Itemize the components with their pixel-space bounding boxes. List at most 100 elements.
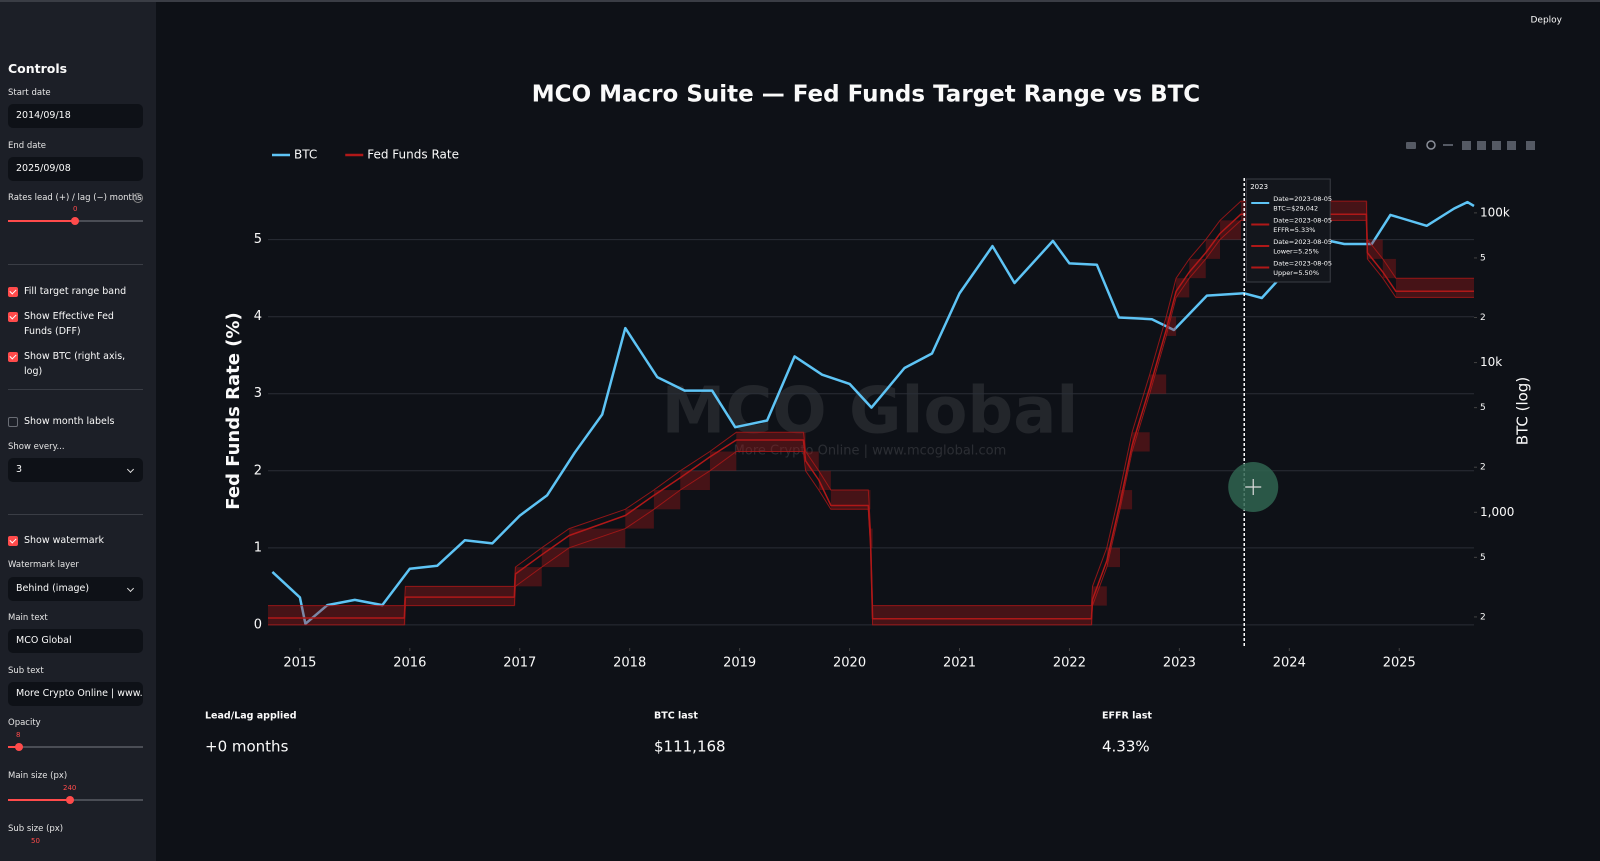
sidebar-title: Controls [8, 61, 68, 76]
target-band [830, 490, 869, 510]
modebar-icon[interactable] [1426, 140, 1436, 150]
checkbox[interactable] [8, 312, 18, 322]
slider[interactable] [8, 796, 143, 804]
x-tick-label: 2017 [503, 656, 536, 671]
y2-tick-label: 5 [1480, 553, 1486, 563]
x-tick-label: 2022 [1053, 656, 1086, 671]
checkbox-label: Show watermark [24, 535, 105, 546]
separator [8, 264, 143, 265]
date-input[interactable]: 2014/09/18 [8, 104, 143, 128]
field-label: Sub size (px) [8, 824, 64, 834]
field-label: Watermark layer [8, 560, 79, 570]
target-band [870, 528, 873, 548]
field-label: Start date [8, 88, 51, 98]
y-tick-label: 3 [254, 386, 262, 401]
y-tick-label: 2 [254, 463, 262, 478]
target-band [1092, 586, 1107, 606]
y2-axis-title: BTC (log) [1514, 377, 1532, 445]
separator [8, 389, 143, 390]
y-axis-title: Fed Funds Rate (%) [223, 312, 244, 509]
checkbox[interactable] [8, 287, 18, 297]
tooltip [1245, 178, 1331, 283]
text-input[interactable]: MCO Global [8, 629, 143, 653]
x-tick-label: 2025 [1383, 656, 1416, 671]
x-tick-label: 2016 [393, 656, 426, 671]
modebar-icon[interactable] [1492, 141, 1501, 150]
target-band [872, 605, 1092, 625]
select[interactable]: Behind (image) [8, 577, 143, 601]
slider[interactable] [8, 217, 143, 225]
target-band [1166, 316, 1177, 336]
tooltip-text: Date=2023-08-05 [1273, 238, 1332, 246]
x-tick-label: 2021 [943, 656, 976, 671]
x-tick-label: 2015 [283, 656, 316, 671]
tooltip-text: BTC=$29,042 [1273, 205, 1318, 213]
field-label: Main text [8, 613, 48, 623]
x-tick-label: 2019 [723, 656, 756, 671]
metric-value: +0 months [205, 738, 289, 756]
field-label: End date [8, 141, 47, 151]
slider-value: 50 [31, 837, 40, 845]
checkbox[interactable] [8, 536, 18, 546]
text-input[interactable]: More Crypto Online | www.mcoglobal.com [8, 682, 143, 706]
modebar-icon[interactable] [1526, 141, 1535, 150]
metric-value: 4.33% [1102, 738, 1150, 756]
y2-tick-label: 2 [1480, 313, 1486, 323]
y2-tick-label: 100k [1480, 205, 1510, 219]
tooltip-title: 2023 [1250, 183, 1268, 191]
target-band [268, 605, 405, 625]
modebar-icon[interactable] [1462, 141, 1471, 150]
target-band [1395, 278, 1474, 298]
y2-tick-label: 5 [1480, 253, 1486, 263]
date-input[interactable]: 2025/09/08 [8, 157, 143, 181]
checkbox[interactable] [8, 417, 18, 427]
tooltip-text: EFFR=5.33% [1273, 226, 1315, 234]
deploy-button[interactable]: Deploy [1530, 16, 1562, 26]
checkbox-label: Show month labels [24, 416, 115, 427]
modebar [1406, 140, 1535, 150]
modebar-icon[interactable] [1477, 141, 1486, 150]
legend-label: Fed Funds Rate [367, 148, 459, 162]
x-tick-label: 2023 [1163, 656, 1196, 671]
tooltip-text: Upper=5.50% [1273, 269, 1319, 277]
modebar-icon[interactable] [1443, 144, 1453, 146]
checkbox-label: Fill target range band [24, 286, 127, 297]
modebar-icon[interactable] [1507, 141, 1516, 150]
help-icon[interactable]: ? [133, 193, 143, 203]
field-label: Rates lead (+) / lag (−) months [8, 193, 142, 203]
y2-tick-label: 1,000 [1480, 505, 1514, 519]
field-label: Opacity [8, 718, 41, 728]
y2-tick-label: 5 [1480, 403, 1486, 413]
slider-value: 240 [63, 784, 77, 792]
y-tick-label: 5 [254, 232, 262, 247]
modebar-icon[interactable] [1406, 142, 1416, 149]
tooltip-text: Date=2023-08-05 [1273, 260, 1332, 268]
slider-value: 0 [73, 205, 78, 213]
checkbox-label: Show Effective Fed Funds (DFF) [24, 311, 114, 337]
target-band [405, 586, 515, 606]
slider[interactable] [8, 743, 143, 751]
y2-tick-label: 2 [1480, 612, 1486, 622]
legend-label: BTC [294, 148, 317, 162]
x-tick-label: 2024 [1273, 656, 1306, 671]
separator [8, 514, 143, 515]
y-tick-label: 1 [254, 540, 262, 555]
chart-title: MCO Macro Suite — Fed Funds Target Range… [532, 82, 1200, 108]
tooltip-text: Date=2023-08-05 [1273, 195, 1332, 203]
select[interactable]: 3 [8, 458, 143, 482]
y2-tick-label: 10k [1480, 355, 1502, 369]
checkbox-label: Show BTC (right axis, log) [24, 351, 126, 377]
cursor-cross [1245, 479, 1262, 495]
tooltip-text: Date=2023-08-05 [1273, 217, 1332, 225]
metric-label: Lead/Lag applied [205, 711, 297, 722]
metric-value: $111,168 [654, 738, 726, 756]
y-tick-label: 0 [254, 617, 262, 632]
metric-label: BTC last [654, 711, 698, 722]
metric-label: EFFR last [1102, 711, 1152, 722]
checkbox[interactable] [8, 352, 18, 362]
field-label: Sub text [8, 666, 44, 676]
x-tick-label: 2020 [833, 656, 866, 671]
sidebar: Controls Start date 2014/09/18 End date … [0, 0, 156, 861]
